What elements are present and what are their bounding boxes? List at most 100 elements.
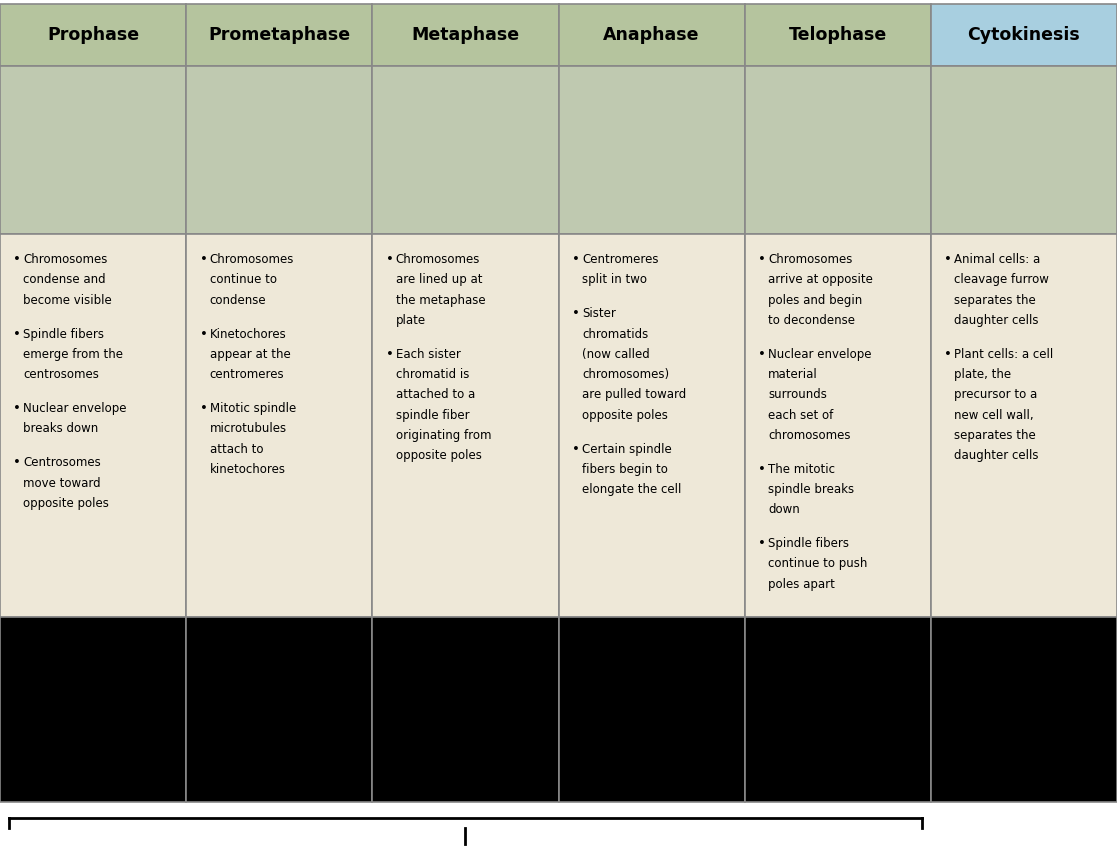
Polygon shape: [965, 146, 991, 152]
Polygon shape: [1054, 162, 1079, 168]
Polygon shape: [1041, 159, 1067, 165]
Polygon shape: [275, 691, 284, 700]
Text: attach to: attach to: [210, 443, 264, 455]
Polygon shape: [676, 115, 685, 133]
Polygon shape: [1024, 120, 1094, 181]
Polygon shape: [689, 127, 705, 135]
Polygon shape: [637, 174, 652, 189]
Text: Nuclear envelope: Nuclear envelope: [768, 348, 871, 361]
Text: Telophase: Telophase: [789, 27, 887, 44]
Polygon shape: [1042, 134, 1077, 166]
Polygon shape: [1020, 745, 1041, 765]
Polygon shape: [125, 124, 141, 133]
Text: 5 μm: 5 μm: [198, 773, 225, 783]
Polygon shape: [952, 744, 999, 802]
Text: condense and: condense and: [23, 273, 106, 287]
Polygon shape: [297, 184, 308, 197]
Polygon shape: [848, 144, 855, 149]
Polygon shape: [245, 131, 252, 149]
Polygon shape: [600, 174, 612, 183]
Polygon shape: [83, 145, 90, 150]
Polygon shape: [112, 142, 124, 158]
Text: arrive at opposite: arrive at opposite: [768, 273, 873, 287]
Polygon shape: [84, 134, 103, 153]
Polygon shape: [460, 745, 470, 753]
Text: Chromosomes: Chromosomes: [210, 253, 294, 266]
Polygon shape: [612, 136, 691, 164]
Polygon shape: [844, 107, 853, 121]
Text: •: •: [758, 253, 766, 266]
Text: Chromosomes: Chromosomes: [395, 253, 480, 266]
Text: Mitotic spindle: Mitotic spindle: [210, 402, 296, 415]
Text: originating from: originating from: [395, 429, 491, 442]
Polygon shape: [460, 696, 470, 703]
Polygon shape: [240, 154, 247, 165]
Polygon shape: [66, 116, 121, 171]
Polygon shape: [646, 727, 658, 736]
Polygon shape: [1060, 731, 1075, 745]
Polygon shape: [851, 139, 857, 145]
Text: Prophase: Prophase: [47, 27, 140, 44]
Polygon shape: [281, 698, 290, 707]
Text: appear at the: appear at the: [210, 348, 290, 361]
Polygon shape: [786, 177, 800, 185]
Polygon shape: [608, 152, 614, 164]
Polygon shape: [312, 124, 327, 133]
Text: •: •: [200, 402, 208, 415]
Polygon shape: [859, 142, 871, 158]
Polygon shape: [955, 632, 973, 649]
Text: daughter cells: daughter cells: [954, 449, 1039, 462]
Polygon shape: [823, 177, 838, 193]
Text: emerge from the: emerge from the: [23, 348, 124, 361]
Text: continue to push: continue to push: [768, 558, 868, 571]
Text: Nuclear envelope: Nuclear envelope: [23, 402, 127, 415]
Text: daughter cells: daughter cells: [954, 314, 1039, 327]
Polygon shape: [287, 709, 296, 718]
Polygon shape: [646, 740, 658, 751]
Text: •: •: [944, 253, 952, 266]
Text: centrosomes: centrosomes: [23, 369, 99, 381]
Polygon shape: [295, 162, 312, 171]
Text: condense: condense: [210, 294, 266, 307]
Text: to decondense: to decondense: [768, 314, 856, 327]
Polygon shape: [972, 134, 1005, 166]
Text: continue to: continue to: [210, 273, 277, 287]
Text: 5 μm: 5 μm: [384, 773, 411, 783]
Text: Animal cells: a: Animal cells: a: [954, 253, 1041, 266]
Text: are pulled toward: are pulled toward: [582, 388, 686, 401]
Text: Sister: Sister: [582, 307, 615, 320]
Text: •: •: [200, 253, 208, 266]
Polygon shape: [866, 140, 872, 145]
Text: •: •: [758, 348, 766, 361]
Polygon shape: [285, 106, 294, 120]
Polygon shape: [46, 177, 59, 186]
Text: •: •: [13, 456, 21, 469]
Text: new cell wall,: new cell wall,: [954, 409, 1034, 422]
Text: The mitotic: The mitotic: [768, 463, 836, 476]
Polygon shape: [486, 111, 495, 130]
Text: •: •: [758, 463, 766, 476]
Polygon shape: [800, 132, 808, 150]
Polygon shape: [861, 137, 868, 142]
Text: Cytokinesis: Cytokinesis: [967, 27, 1080, 44]
Polygon shape: [801, 144, 806, 149]
Polygon shape: [99, 138, 107, 142]
Polygon shape: [945, 657, 962, 673]
Polygon shape: [967, 708, 973, 714]
Text: Plant cells: a cell: Plant cells: a cell: [954, 348, 1053, 361]
Polygon shape: [795, 153, 802, 165]
Text: •: •: [572, 443, 580, 455]
Text: Kinetochores: Kinetochores: [210, 327, 286, 341]
Text: microtubules: microtubules: [210, 423, 287, 436]
Text: the metaphase: the metaphase: [395, 294, 486, 307]
Polygon shape: [217, 84, 342, 217]
Polygon shape: [232, 177, 246, 186]
Polygon shape: [821, 145, 828, 149]
Polygon shape: [841, 130, 881, 170]
Polygon shape: [646, 655, 658, 665]
Text: down: down: [768, 503, 800, 517]
Text: •: •: [572, 307, 580, 320]
Polygon shape: [1029, 750, 1051, 772]
Polygon shape: [402, 84, 528, 217]
Polygon shape: [768, 85, 907, 215]
